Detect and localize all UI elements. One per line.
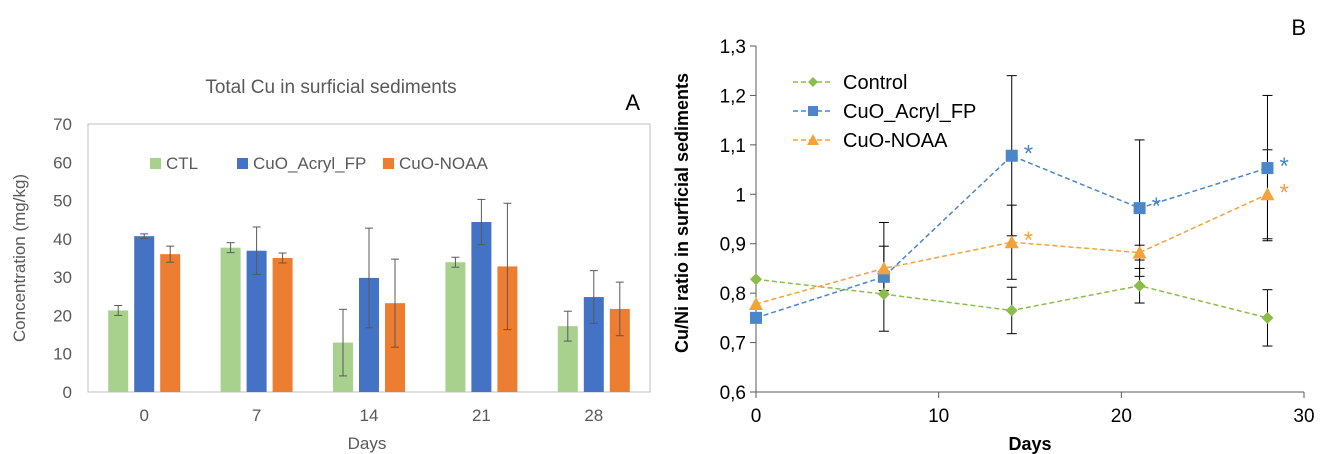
chart-b-panel-label: B	[1291, 15, 1306, 40]
chart-b-series-line	[755, 154, 1268, 319]
chart-a-bar	[246, 250, 267, 392]
chart-a-y-tick-label: 40	[53, 230, 72, 249]
chart-a-x-axis-title: Days	[348, 434, 387, 453]
chart-b-point-marker	[1261, 311, 1274, 324]
chart-b-legend-label: CuO-NOAA	[843, 130, 948, 152]
chart-a-y-tick-label: 30	[53, 268, 72, 287]
chart-a-bar	[445, 262, 466, 392]
chart-b-y-tick-label: 0,7	[720, 334, 746, 355]
chart-b-x-axis-title: Days	[1008, 434, 1051, 454]
chart-b-point-marker	[1132, 245, 1147, 259]
chart-a-y-axis: 0 10 20 30 40 50 60 70	[53, 115, 72, 402]
chart-b-point-marker	[808, 106, 818, 116]
chart-b-y-tick-label: 1	[735, 185, 746, 206]
chart-b-legend-label: CuO_Acryl_FP	[843, 101, 976, 123]
chart-b-x-axis: 0 10 20 30	[751, 392, 1315, 427]
chart-b-y-tick-label: 0,6	[720, 383, 746, 404]
chart-a-y-tick-label: 0	[63, 383, 72, 402]
chart-b: B 0,60,70,80,911,11,21,3 0 10 20 30 ***** C…	[672, 15, 1315, 454]
chart-a-bar	[134, 236, 155, 392]
chart-b-point-marker	[750, 273, 762, 286]
chart-a-legend-label: CuO_Acryl_FP	[253, 154, 366, 173]
chart-b-x-tick-label: 30	[1293, 406, 1314, 427]
chart-b-y-tick-label: 1,3	[720, 37, 746, 58]
chart-b-legend: Control CuO_Acryl_FP CuO-NOAA	[793, 72, 976, 152]
chart-b-x-tick-label: 20	[1111, 406, 1132, 427]
chart-b-point-marker	[1260, 187, 1275, 201]
chart-b-point-marker	[1005, 304, 1018, 317]
chart-a-y-tick-label: 70	[53, 115, 72, 134]
chart-b-x-tick-label: 10	[928, 406, 949, 427]
chart-a-bar	[220, 247, 241, 392]
chart-b-point-marker	[749, 297, 763, 311]
chart-a-x-axis: 0 7 14 21 28	[139, 406, 603, 425]
chart-b-point-marker	[1261, 162, 1274, 175]
chart-a-legend-swatch	[237, 158, 248, 169]
chart-a-y-tick-label: 10	[53, 345, 72, 364]
chart-a-panel-label: A	[625, 90, 640, 115]
chart-b-point-marker	[1133, 202, 1146, 215]
chart-a-title: Total Cu in surficial sediments	[205, 77, 456, 98]
chart-b-point-marker	[1004, 235, 1019, 249]
chart-a: Total Cu in surficial sediments A 0 10 20 3…	[10, 77, 651, 453]
chart-a-bar	[359, 277, 379, 392]
chart-a-bar	[583, 297, 604, 392]
chart-a-x-tick-label: 0	[139, 406, 148, 425]
chart-a-x-tick-label: 21	[472, 406, 491, 425]
chart-a-bar	[108, 310, 129, 392]
chart-b-significance-mark: *	[1152, 193, 1161, 220]
chart-b-series-line	[755, 193, 1268, 305]
chart-a-legend-label: CuO-NOAA	[399, 154, 488, 173]
chart-a-legend: CTL CuO_Acryl_FP CuO-NOAA	[150, 154, 488, 173]
chart-b-significance-mark: *	[1024, 141, 1033, 168]
chart-a-legend-label: CTL	[166, 154, 198, 173]
chart-b-x-tick-label: 0	[751, 406, 762, 427]
chart-a-x-tick-label: 7	[252, 406, 261, 425]
chart-a-bar	[272, 258, 293, 392]
chart-a-legend-swatch	[150, 158, 161, 169]
chart-b-point-marker	[877, 288, 890, 301]
chart-a-y-tick-label: 60	[53, 153, 72, 172]
chart-b-y-tick-label: 1,1	[720, 136, 746, 157]
chart-a-legend-swatch	[383, 158, 394, 169]
chart-a-x-tick-label: 28	[584, 406, 603, 425]
chart-a-y-axis-title: Concentration (mg/kg)	[10, 174, 29, 342]
chart-b-point-marker	[1005, 149, 1018, 162]
chart-b-point-marker	[876, 261, 891, 275]
chart-a-y-tick-label: 20	[53, 306, 72, 325]
chart-a-bar	[160, 254, 181, 392]
chart-b-point-marker	[1133, 279, 1146, 292]
chart-b-point-marker	[808, 77, 818, 87]
chart-b-significance-mark: *	[1279, 153, 1288, 180]
chart-a-x-tick-label: 14	[360, 406, 379, 425]
chart-b-significance-mark: *	[1279, 179, 1288, 206]
chart-a-bar	[471, 222, 492, 392]
chart-b-y-axis-title: Cu/Ni ratio in surficial sediments	[672, 73, 692, 353]
chart-b-y-tick-label: 0,8	[720, 284, 746, 305]
chart-b-y-axis: 0,6 0,7 0,8 0,9 1 1,1 1,2 1,3	[720, 37, 756, 404]
chart-b-legend-label: Control	[843, 72, 907, 94]
chart-b-y-tick-label: 1,2	[720, 86, 746, 107]
chart-a-y-tick-label: 50	[53, 192, 72, 211]
chart-b-point-marker	[807, 134, 819, 145]
chart-a-bar	[609, 308, 630, 392]
chart-b-series: *****	[749, 75, 1289, 347]
chart-b-y-tick-label: 0,9	[720, 235, 746, 256]
chart-a-bar	[557, 326, 578, 392]
chart-b-significance-mark: *	[1024, 227, 1033, 254]
chart-a-bars	[108, 198, 630, 392]
chart-b-point-marker	[750, 311, 762, 324]
